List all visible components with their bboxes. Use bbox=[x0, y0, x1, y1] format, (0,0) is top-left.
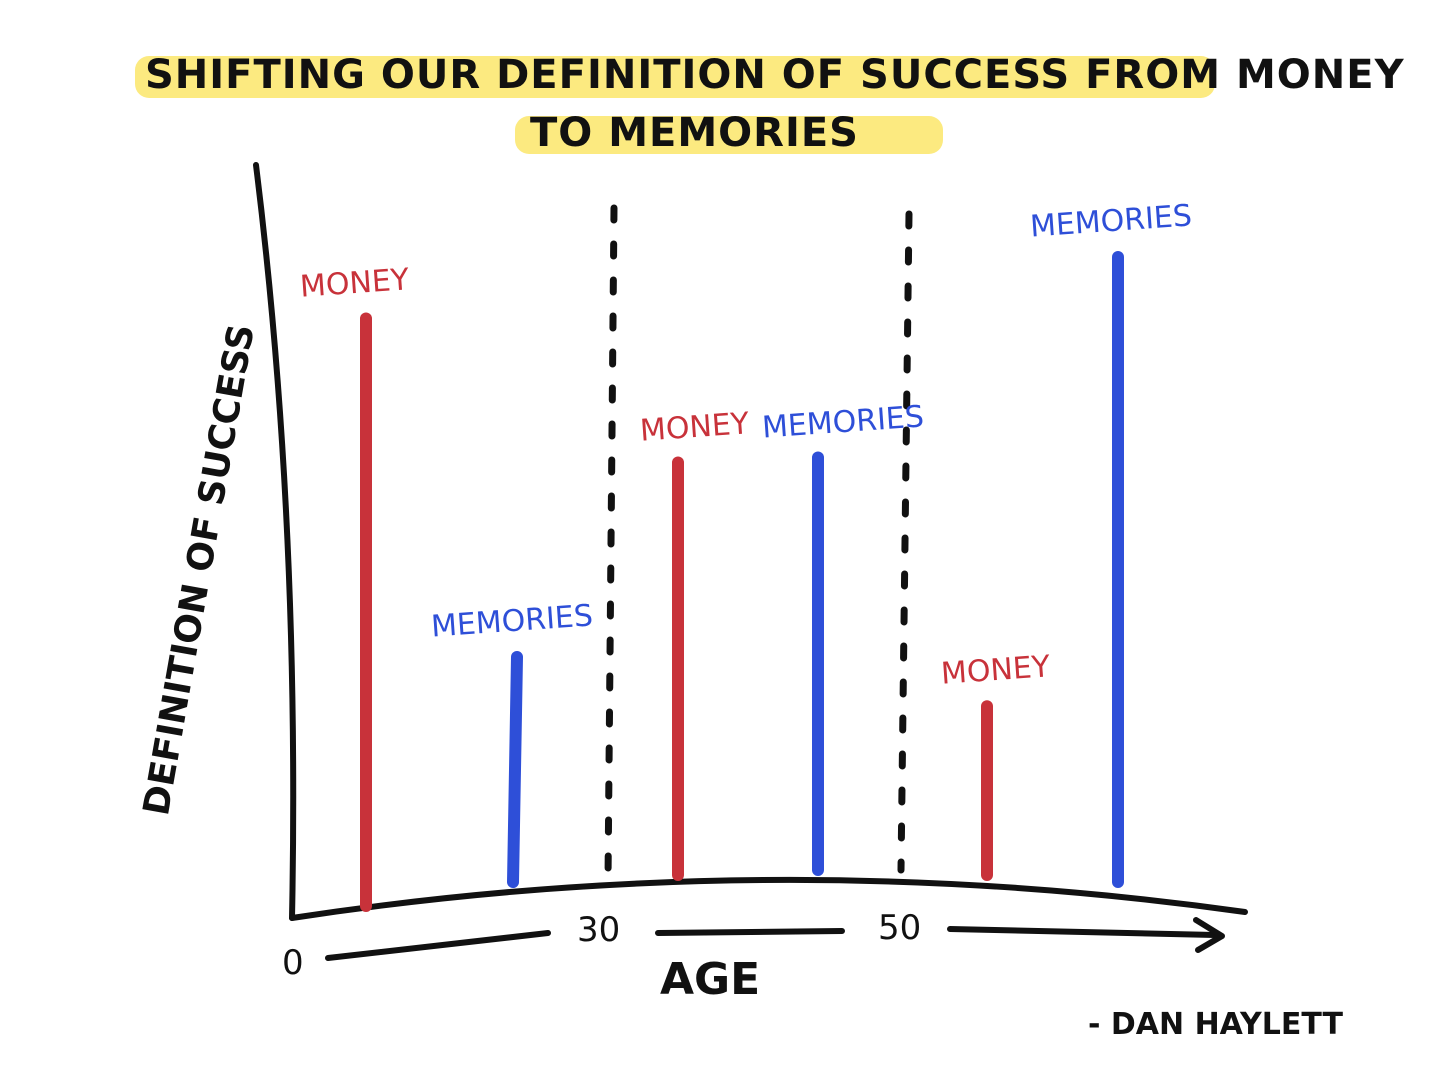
x-axis-title: AGE bbox=[660, 954, 761, 1005]
title-highlight-2 bbox=[515, 116, 943, 154]
y-axis-line bbox=[253, 162, 297, 921]
bar-label-money-50+: MONEY bbox=[939, 649, 1052, 693]
x-tick-30: 30 bbox=[577, 910, 621, 950]
bar-label-money-30-50: MONEY bbox=[638, 405, 751, 449]
chart-title-line-2: TO MEMORIES bbox=[530, 110, 859, 156]
x-tick-50: 50 bbox=[878, 908, 922, 948]
age-arrow-seg-1 bbox=[325, 930, 551, 961]
bars-layer bbox=[360, 251, 1124, 912]
title-highlight-1 bbox=[135, 56, 1215, 98]
divider-50 bbox=[897, 210, 913, 874]
age-arrow-seg-3 bbox=[947, 926, 1218, 938]
author-signature: - DAN HAYLETT bbox=[1088, 1007, 1343, 1042]
x-tick-0: 0 bbox=[282, 943, 304, 983]
bar-memories-0-30 bbox=[507, 651, 523, 888]
bar-label-money-0-30: MONEY bbox=[298, 261, 411, 305]
x-axis-line bbox=[289, 876, 1248, 921]
chart-title-line-1: SHIFTING OUR DEFINITION OF SUCCESS FROM … bbox=[145, 52, 1405, 98]
age-arrow-seg-2 bbox=[655, 928, 845, 936]
divider-30 bbox=[604, 204, 618, 884]
age-arrow-head bbox=[1193, 917, 1225, 953]
